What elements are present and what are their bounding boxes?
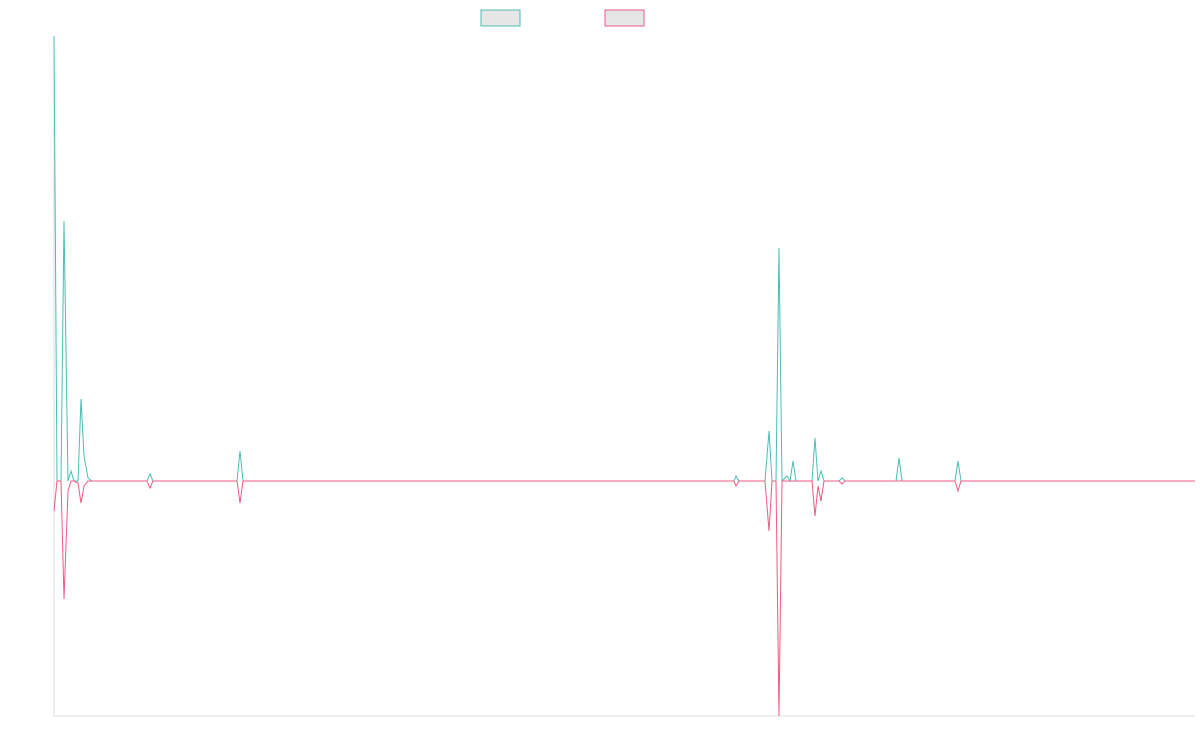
legend-swatch — [604, 9, 645, 27]
series-line — [53, 480, 1195, 717]
series-line — [53, 35, 1195, 483]
legend-swatch — [480, 9, 521, 27]
